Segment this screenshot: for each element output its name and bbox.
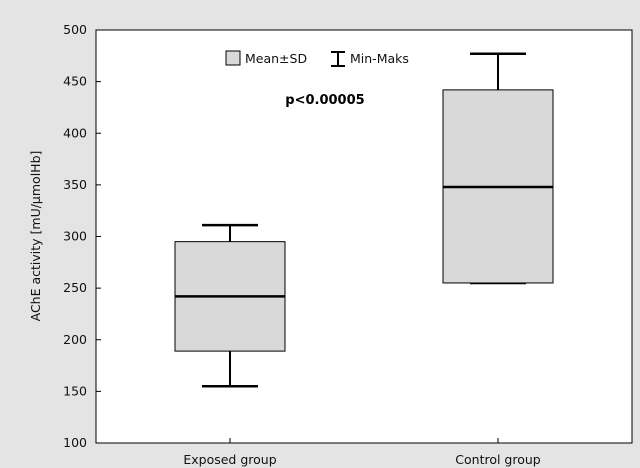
- x-axis: Exposed group Control group: [183, 438, 541, 467]
- x-tick-label: Exposed group: [183, 452, 276, 467]
- x-tick-label: Control group: [455, 452, 541, 467]
- y-tick-label: 300: [63, 229, 87, 244]
- box-1: [174, 223, 286, 388]
- y-axis: 100 150 200 250 300 350 400 450 500: [63, 22, 101, 450]
- y-tick-label: 200: [63, 332, 87, 347]
- p-value-annotation: p<0.00005: [285, 93, 364, 108]
- y-tick-label: 250: [63, 280, 87, 295]
- y-axis-title: AChE activity [mU/µmolHb]: [28, 151, 43, 322]
- box-2: [442, 52, 554, 285]
- y-tick-label: 450: [63, 74, 87, 89]
- legend: Mean±SD Min-Maks: [225, 50, 409, 67]
- legend-whisker-icon: [331, 51, 345, 67]
- y-tick-label: 100: [63, 435, 87, 450]
- legend-box-swatch: [225, 50, 241, 66]
- y-tick-label: 350: [63, 177, 87, 192]
- y-tick-label: 400: [63, 125, 87, 140]
- boxes: [174, 52, 554, 388]
- y-tick-label: 150: [63, 383, 87, 398]
- legend-box-label: Mean±SD: [245, 51, 307, 66]
- y-tick-label: 500: [63, 22, 87, 37]
- legend-whisker-label: Min-Maks: [350, 51, 409, 66]
